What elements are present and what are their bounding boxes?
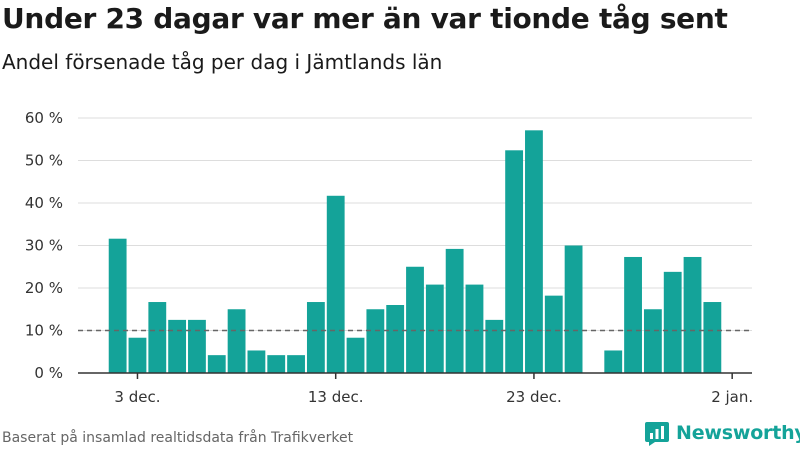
bar [129, 338, 147, 373]
bar [466, 285, 484, 373]
bar [684, 257, 702, 373]
y-tick-label: 20 % [25, 279, 63, 297]
bar [307, 302, 325, 373]
bars [109, 130, 722, 373]
y-tick-label: 30 % [25, 237, 63, 255]
bar [644, 309, 662, 373]
bar [109, 239, 127, 373]
bar [228, 309, 246, 373]
x-tick-label: 23 dec. [506, 388, 562, 406]
bar [426, 285, 444, 373]
bar [208, 355, 226, 373]
x-tick-label: 2 jan. [711, 388, 753, 406]
bar [287, 355, 305, 373]
bar [148, 302, 166, 373]
x-tick-label: 13 dec. [308, 388, 364, 406]
bar [604, 350, 622, 373]
bar [446, 249, 464, 373]
bar [347, 338, 365, 373]
y-axis-ticks: 0 % 10 % 20 % 30 % 40 % 50 % 60 % [25, 109, 63, 382]
bar [525, 130, 543, 373]
bar [406, 267, 424, 373]
bar [327, 196, 345, 373]
x-axis-ticks: 3 dec. 13 dec. 23 dec. 2 jan. [114, 373, 753, 406]
bar [664, 272, 682, 373]
bar [267, 355, 285, 373]
y-tick-label: 40 % [25, 194, 63, 212]
bar [565, 246, 583, 374]
newsworthy-logo[interactable]: Newsworthy [644, 420, 800, 446]
bar [505, 150, 523, 373]
y-tick-label: 60 % [25, 109, 63, 127]
bar [168, 320, 186, 373]
bar [624, 257, 642, 373]
y-tick-label: 50 % [25, 152, 63, 170]
y-tick-label: 10 % [25, 322, 63, 340]
x-tick-label: 3 dec. [114, 388, 160, 406]
bar [188, 320, 206, 373]
y-tick-label: 0 % [34, 364, 63, 382]
bar [703, 302, 721, 373]
bar [545, 296, 563, 373]
bar [485, 320, 503, 373]
bar-chart: 0 % 10 % 20 % 30 % 40 % 50 % 60 % 3 dec. 13 dec… [0, 0, 800, 420]
bar [366, 309, 384, 373]
source-note: Baserat på insamlad realtidsdata från Tr… [2, 430, 353, 446]
newsworthy-logo-text: Newsworthy [676, 422, 800, 444]
newsworthy-logo-icon [644, 420, 670, 446]
bar [248, 350, 266, 373]
bar [386, 305, 404, 373]
